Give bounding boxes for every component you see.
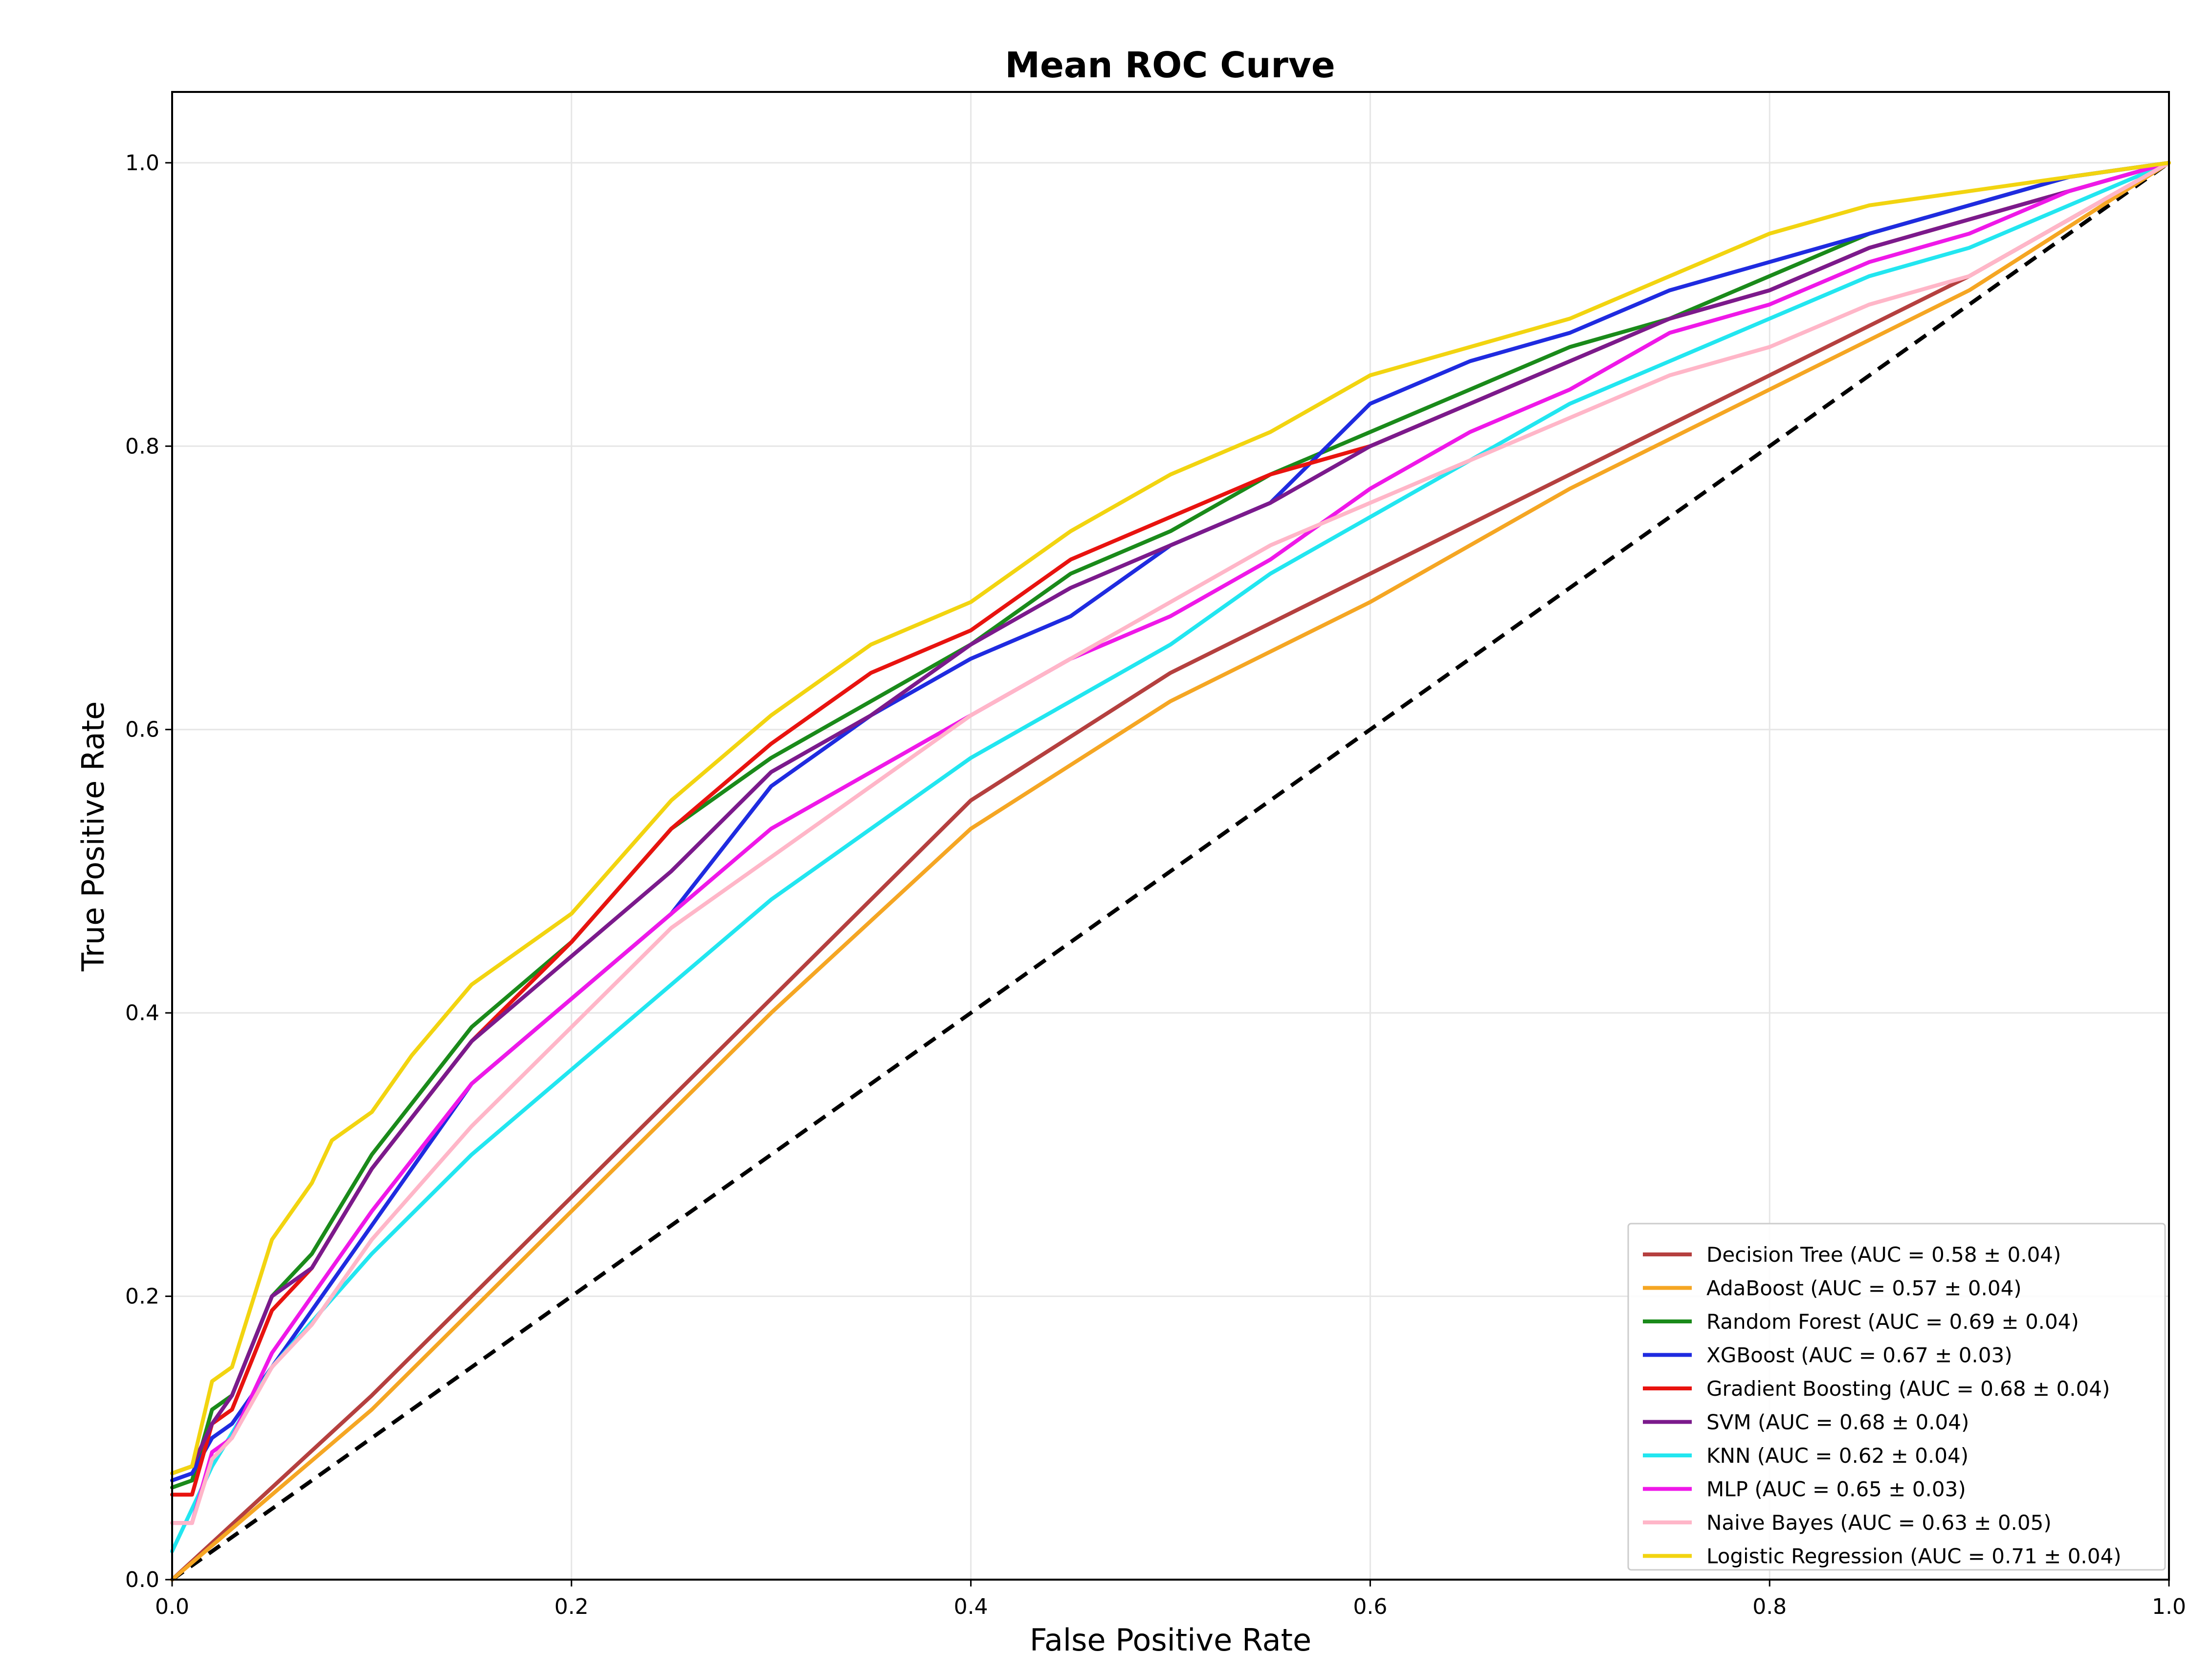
legend-label-2: Random Forest (AUC = 0.69 ± 0.04): [1706, 1310, 2079, 1334]
series-line-1: [170, 160, 2171, 1582]
y-tick-label: 0.2: [125, 1284, 159, 1309]
series-line-8: [170, 160, 2171, 1525]
x-tick-label: 0.0: [155, 1594, 189, 1619]
x-tick-label: 0.6: [1353, 1594, 1387, 1619]
legend-label-0: Decision Tree (AUC = 0.58 ± 0.04): [1706, 1243, 2061, 1267]
y-axis-label: True Positive Rate: [75, 701, 111, 972]
y-tick-label: 1.0: [125, 151, 159, 176]
x-axis: 0.0 0.2 0.4 0.6 0.8 1.0: [155, 1580, 2186, 1619]
chart-title: Mean ROC Curve: [1005, 45, 1335, 86]
y-axis: 0.0 0.2 0.4 0.6 0.8 1.0: [125, 151, 172, 1592]
legend: Decision Tree (AUC = 0.58 ± 0.04) AdaBoos…: [1627, 1223, 2166, 1571]
legend-box: [1627, 1223, 2166, 1571]
x-tick-label: 0.8: [1752, 1594, 1787, 1619]
y-tick-label: 0.8: [125, 434, 159, 459]
x-tick-label: 1.0: [2152, 1594, 2186, 1619]
series-layer: [170, 160, 2171, 1582]
x-axis-label: False Positive Rate: [1030, 1622, 1311, 1658]
y-tick-label: 0.4: [125, 1001, 159, 1026]
series-line-0: [170, 160, 2171, 1582]
legend-label-8: Naive Bayes (AUC = 0.63 ± 0.05): [1706, 1511, 2052, 1535]
series-line-5: [170, 160, 2171, 1475]
legend-label-6: KNN (AUC = 0.62 ± 0.04): [1706, 1444, 1969, 1468]
chance-diagonal-line: [171, 161, 2170, 1582]
series-line-6: [170, 160, 2171, 1554]
plot-frame: [171, 91, 2170, 1581]
legend-label-9: Logistic Regression (AUC = 0.71 ± 0.04): [1706, 1544, 2122, 1568]
series-line-9: [170, 160, 2171, 1475]
reference-layer: [171, 161, 2170, 1582]
x-tick-label: 0.4: [954, 1594, 988, 1619]
y-tick-label: 0.6: [125, 717, 159, 742]
legend-label-1: AdaBoost (AUC = 0.57 ± 0.04): [1706, 1276, 2022, 1300]
legend-label-3: XGBoost (AUC = 0.67 ± 0.03): [1706, 1343, 2013, 1367]
legend-label-7: MLP (AUC = 0.65 ± 0.03): [1706, 1477, 1966, 1501]
y-tick-label: 0.0: [125, 1567, 159, 1592]
legend-label-5: SVM (AUC = 0.68 ± 0.04): [1706, 1410, 1969, 1434]
x-tick-label: 0.2: [554, 1594, 589, 1619]
legend-label-4: Gradient Boosting (AUC = 0.68 ± 0.04): [1706, 1377, 2110, 1401]
